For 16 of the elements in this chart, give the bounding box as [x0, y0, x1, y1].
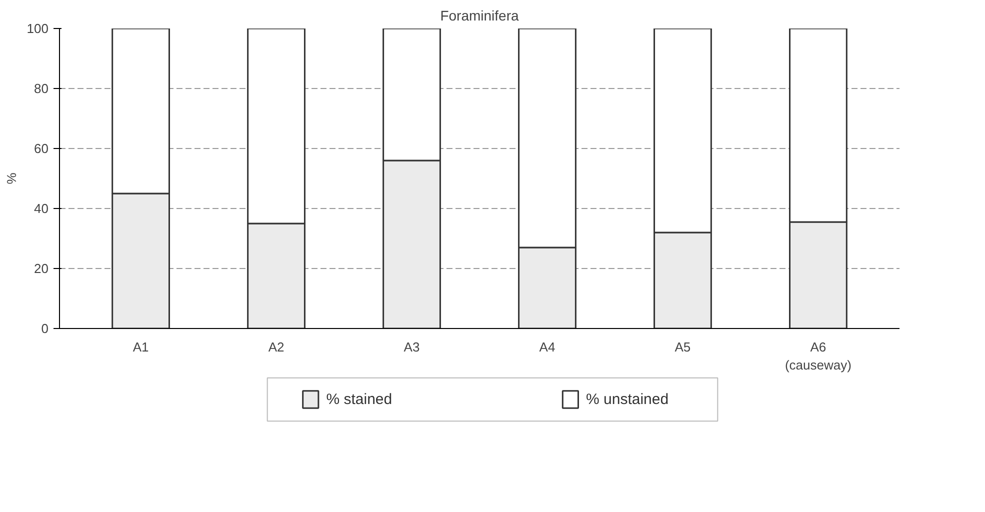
- x-tick-label: A1: [132, 340, 149, 354]
- y-tick-label: 40: [34, 201, 49, 216]
- x-tick-label: A4: [539, 340, 556, 354]
- legend-label: % stained: [326, 391, 392, 408]
- y-axis-title: %: [4, 172, 19, 184]
- x-tick-label: A6 (causeway): [784, 340, 852, 372]
- x-tick-label: A5: [674, 340, 691, 354]
- legend-label: % unstained: [586, 391, 669, 408]
- x-tick-label: A2: [268, 340, 284, 354]
- y-tick-label: 20: [34, 261, 49, 276]
- y-tick-label: 0: [41, 321, 49, 336]
- y-tick-label: 60: [34, 141, 49, 156]
- y-tick-label: 80: [34, 81, 49, 96]
- y-tick-label: 100: [26, 21, 49, 36]
- chart-title: Foraminifera: [440, 8, 520, 24]
- x-tick-label: A3: [404, 340, 420, 354]
